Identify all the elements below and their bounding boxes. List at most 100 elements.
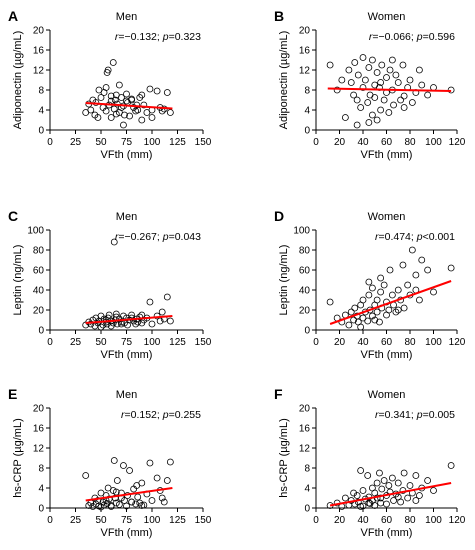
data-point	[376, 318, 383, 326]
data-point	[364, 99, 372, 106]
data-point	[361, 76, 369, 84]
y-tick-label: 20	[33, 26, 45, 37]
y-tick-label: 8	[38, 464, 44, 475]
x-tick-label: 50	[95, 337, 107, 348]
x-tick-label: 125	[169, 337, 186, 348]
data-point	[394, 79, 402, 86]
data-point	[415, 296, 423, 304]
stats-label: r=0.474; p<0.001	[375, 231, 455, 243]
data-point	[115, 81, 123, 89]
data-point	[385, 482, 393, 489]
data-point	[408, 246, 416, 254]
data-point	[399, 261, 407, 269]
data-point	[107, 114, 115, 121]
data-point	[365, 499, 373, 507]
x-tick-label: 20	[334, 137, 346, 148]
data-point	[105, 311, 113, 319]
data-point	[354, 71, 362, 79]
data-point	[115, 501, 123, 508]
data-point	[377, 79, 385, 86]
x-tick-label: 80	[404, 337, 416, 348]
data-point	[418, 256, 426, 264]
data-point	[158, 308, 166, 316]
y-tick-label: 40	[299, 286, 311, 297]
data-point	[380, 477, 388, 484]
x-tick-label: 150	[195, 137, 212, 148]
y-tick-label: 0	[38, 126, 44, 137]
x-axis-label: VFth (mm)	[101, 349, 153, 361]
y-tick-label: 80	[33, 246, 45, 257]
panel-letter: B	[274, 8, 284, 24]
data-point	[359, 314, 367, 322]
x-tick-label: 100	[425, 137, 442, 148]
data-point	[357, 467, 365, 474]
data-point	[400, 469, 408, 477]
data-point	[371, 316, 379, 324]
data-point	[166, 458, 174, 466]
x-tick-label: 120	[449, 515, 466, 526]
data-point	[94, 114, 102, 121]
data-point	[97, 503, 105, 511]
x-axis-label: VFth (mm)	[101, 149, 153, 161]
data-point	[107, 92, 115, 100]
x-tick-label: 75	[121, 515, 133, 526]
panel-letter: F	[274, 386, 283, 402]
x-tick-label: 40	[357, 137, 369, 148]
data-point	[400, 104, 408, 111]
data-point	[376, 469, 383, 477]
y-tick-label: 40	[33, 286, 45, 297]
data-point	[415, 66, 423, 74]
data-point	[110, 457, 118, 464]
data-point	[350, 316, 358, 324]
data-point	[365, 291, 373, 299]
y-tick-label: 16	[33, 46, 45, 57]
data-point	[138, 116, 146, 124]
data-point	[350, 489, 358, 497]
stats-label: r=0.341; p=0.005	[375, 409, 455, 421]
data-point	[430, 487, 437, 494]
data-point	[104, 66, 112, 74]
data-point	[120, 462, 127, 469]
x-tick-label: 0	[47, 137, 53, 148]
data-point	[128, 314, 136, 322]
data-point	[146, 85, 154, 93]
data-point	[359, 296, 367, 304]
data-point	[326, 61, 334, 69]
panel-title: Women	[368, 389, 406, 401]
x-tick-label: 50	[95, 137, 107, 148]
x-tick-label: 25	[70, 515, 82, 526]
data-point	[385, 306, 393, 314]
data-point	[368, 56, 376, 64]
data-point	[113, 477, 121, 484]
data-point	[156, 317, 164, 325]
panel-title: Women	[368, 11, 406, 23]
data-point	[357, 323, 365, 331]
y-tick-label: 12	[299, 444, 311, 455]
data-point	[351, 304, 359, 312]
y-tick-label: 0	[304, 126, 310, 137]
x-tick-label: 0	[313, 337, 319, 348]
data-point	[166, 317, 174, 325]
data-point	[345, 321, 353, 329]
y-axis-label: Leptin (ng/mL)	[12, 245, 24, 316]
data-point	[408, 99, 416, 106]
x-tick-label: 0	[47, 337, 53, 348]
panel-letter: A	[8, 8, 18, 24]
data-point	[112, 110, 120, 118]
data-point	[326, 298, 334, 306]
x-axis-label: VFth (mm)	[101, 527, 153, 539]
data-point	[138, 502, 146, 509]
data-point	[377, 274, 385, 282]
data-point	[353, 492, 361, 499]
y-tick-label: 80	[299, 246, 311, 257]
data-point	[146, 298, 154, 306]
data-point	[102, 107, 110, 115]
data-point	[102, 84, 110, 91]
data-point	[158, 494, 166, 502]
data-point	[394, 493, 402, 501]
data-point	[126, 467, 133, 474]
y-axis-label: hs-CRP (µg/mL)	[12, 418, 24, 497]
data-point	[153, 474, 161, 482]
data-point	[447, 462, 455, 469]
data-point	[365, 119, 373, 126]
